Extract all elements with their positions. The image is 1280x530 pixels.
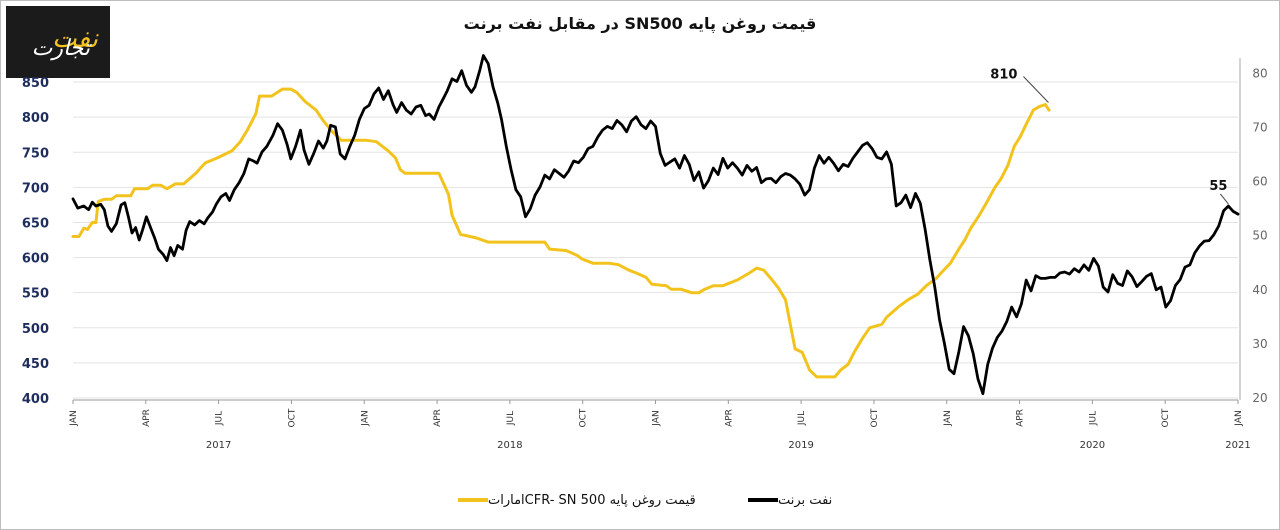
x-year-label: 2021: [1225, 440, 1250, 451]
series-brent-line: [71, 54, 1240, 396]
y-left-tick-label: 850: [22, 76, 49, 91]
legend-item-brent: نفت برنت: [740, 488, 832, 512]
y-left-tick-label: 600: [22, 252, 49, 267]
y-right-tick-label: 30: [1252, 337, 1267, 351]
logo-text-top: نفت: [52, 24, 98, 54]
y-right-tick-label: 70: [1252, 121, 1267, 135]
x-tick-label: APR: [142, 409, 152, 427]
annotation-leader-brent: [1219, 193, 1229, 205]
y-left-tick-label: 750: [22, 146, 49, 161]
x-year-label: 2017: [206, 440, 231, 451]
x-tick-label: APR: [433, 409, 443, 427]
x-tick-label: OCT: [870, 408, 880, 427]
y-left-tick-label: 450: [22, 357, 49, 372]
annotation-leader-base-oil: [1023, 76, 1049, 103]
annotation-base-oil-value: 810: [990, 68, 1017, 83]
y-right-tick-label: 40: [1252, 283, 1267, 297]
x-tick-label: JAN: [1234, 410, 1244, 426]
x-tick-label: OCT: [287, 408, 297, 427]
x-tick-label: JAN: [943, 410, 953, 426]
legend-item-base-oil: قیمت روغن پایه CFR- SN 500امارات: [450, 488, 696, 512]
x-tick-label: OCT: [579, 408, 589, 427]
x-tick-label: JUL: [797, 411, 807, 426]
y-right-tick-label: 80: [1252, 66, 1267, 80]
y-left-tick-label: 400: [22, 392, 49, 407]
y-left-tick-label: 650: [22, 216, 49, 231]
annotation-brent-value: 55: [1209, 179, 1227, 194]
legend-swatch-brent: [748, 498, 778, 502]
x-tick-label: JAN: [360, 410, 370, 426]
y-left-tick-label: 550: [22, 287, 49, 302]
x-year-label: 2020: [1080, 440, 1105, 451]
x-tick-label: JAN: [652, 410, 662, 426]
x-tick-label: JUL: [1088, 411, 1098, 426]
chart-title: قیمت روغن پایه SN500 در مقابل نفت برنت: [463, 14, 817, 33]
x-tick-label: JUL: [215, 411, 225, 426]
x-tick-label: APR: [724, 409, 734, 427]
series-base-oil-line: [71, 87, 1051, 379]
x-tick-label: JAN: [69, 410, 79, 426]
x-tick-label: APR: [1016, 409, 1026, 427]
x-tick-label: JUL: [506, 411, 516, 426]
x-tick-label: OCT: [1161, 408, 1171, 427]
y-left-tick-label: 700: [22, 181, 49, 196]
legend-label-base-oil: قیمت روغن پایه CFR- SN 500امارات: [488, 492, 696, 508]
x-year-label: 2019: [788, 440, 813, 451]
y-left-tick-label: 500: [22, 322, 49, 337]
x-year-label: 2018: [497, 440, 522, 451]
legend-swatch-base-oil: [458, 498, 488, 502]
logo-text-bottom: تجارت: [31, 36, 90, 61]
legend-label-brent: نفت برنت: [778, 492, 833, 508]
y-right-tick-label: 60: [1252, 175, 1267, 189]
y-right-tick-label: 20: [1252, 391, 1267, 405]
brand-logo: نفت تجارت: [6, 6, 110, 78]
y-right-tick-label: 50: [1252, 229, 1267, 243]
y-left-tick-label: 800: [22, 111, 49, 126]
